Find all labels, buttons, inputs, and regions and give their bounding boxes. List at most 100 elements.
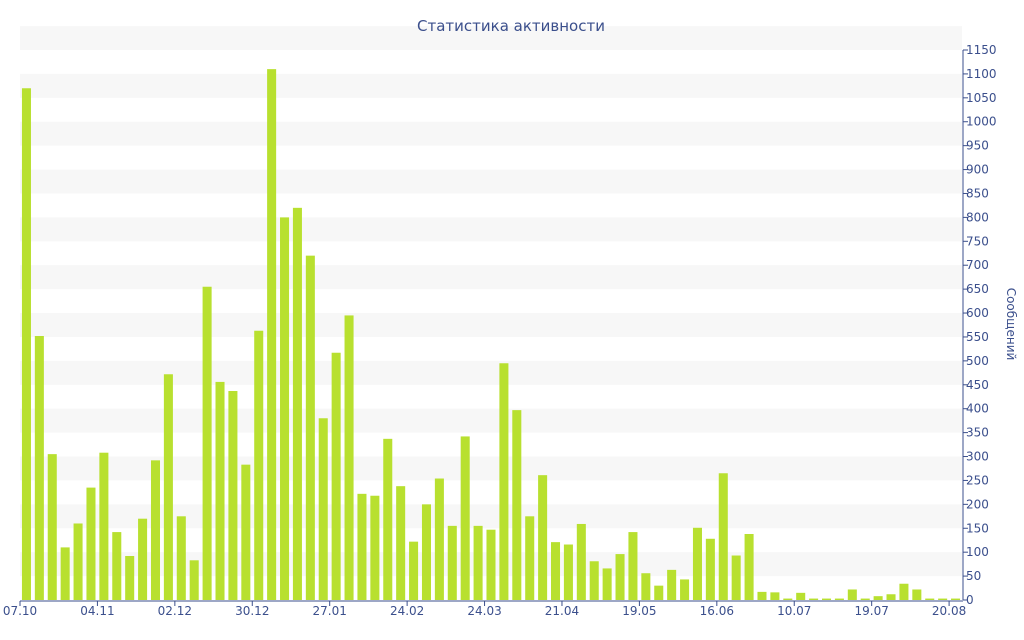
bar[interactable] (873, 596, 883, 600)
bar[interactable] (899, 583, 909, 600)
x-tick-label: 20.08 (932, 604, 966, 618)
bar[interactable] (731, 555, 741, 600)
bar[interactable] (150, 460, 161, 600)
bar[interactable] (538, 475, 548, 600)
bar[interactable] (331, 352, 341, 600)
x-tick-label: 07.10 (3, 604, 37, 618)
bar[interactable] (563, 544, 573, 600)
bar[interactable] (809, 598, 819, 600)
x-tick-label: 24.03 (467, 604, 501, 618)
bar[interactable] (189, 560, 199, 600)
y-tick-label: 250 (966, 473, 989, 487)
bar[interactable] (254, 330, 264, 600)
bar[interactable] (215, 381, 225, 600)
x-tick-label: 30.12 (235, 604, 269, 618)
bar[interactable] (576, 523, 586, 600)
y-tick-label: 200 (966, 497, 989, 511)
bar[interactable] (409, 541, 419, 600)
bar[interactable] (447, 525, 457, 600)
x-tick-label: 16.06 (700, 604, 734, 618)
y-tick-label: 1000 (966, 115, 997, 129)
bar[interactable] (602, 568, 612, 600)
grid-band (20, 313, 962, 337)
bar[interactable] (628, 532, 638, 600)
bar[interactable] (757, 591, 767, 600)
bar[interactable] (357, 493, 367, 600)
bar[interactable] (305, 255, 315, 600)
bar[interactable] (641, 573, 651, 600)
bar[interactable] (344, 315, 354, 600)
bar[interactable] (667, 569, 677, 600)
bar[interactable] (267, 69, 277, 600)
bar[interactable] (47, 454, 57, 600)
y-tick-label: 0 (966, 593, 974, 607)
bar[interactable] (551, 542, 561, 600)
bar[interactable] (925, 598, 935, 600)
bar[interactable] (654, 585, 664, 600)
y-tick-label: 800 (966, 210, 989, 224)
bar[interactable] (525, 516, 535, 600)
bar[interactable] (202, 286, 212, 600)
bar[interactable] (486, 529, 496, 600)
bar[interactable] (473, 525, 483, 600)
bar[interactable] (125, 556, 135, 600)
bar[interactable] (176, 516, 186, 600)
y-tick-label: 750 (966, 234, 989, 248)
bar[interactable] (783, 598, 793, 600)
bar[interactable] (460, 436, 470, 600)
bar[interactable] (421, 504, 431, 600)
bar[interactable] (680, 579, 690, 600)
y-axis: 0 50 100 150 200 250 300 350 400 450 500 550 600 650 7… (962, 43, 997, 607)
bar[interactable] (34, 336, 44, 600)
bar[interactable] (860, 598, 870, 600)
x-tick-label: 24.02 (390, 604, 424, 618)
bar[interactable] (512, 410, 522, 600)
grid-band (20, 121, 962, 146)
bar[interactable] (228, 391, 238, 600)
bar[interactable] (912, 589, 922, 600)
bar[interactable] (615, 554, 625, 600)
grid-bands (20, 26, 962, 577)
bar[interactable] (241, 464, 251, 600)
chart-title: Статистика активности (417, 17, 605, 35)
x-axis: 07.10 04.11 02.12 30.12 27.01 24.02 24.03 21.04… (3, 600, 966, 618)
bar[interactable] (744, 534, 754, 600)
bar[interactable] (499, 363, 509, 600)
bar[interactable] (292, 207, 302, 600)
bar[interactable] (434, 478, 444, 600)
bar[interactable] (692, 527, 702, 600)
bar[interactable] (163, 374, 173, 600)
y-tick-label: 50 (966, 569, 981, 583)
y-tick-label: 550 (966, 330, 989, 344)
bar[interactable] (99, 452, 109, 600)
bar[interactable] (370, 495, 380, 600)
bar[interactable] (383, 438, 393, 600)
bar[interactable] (834, 598, 844, 600)
bar[interactable] (138, 518, 148, 600)
bar[interactable] (86, 487, 96, 600)
bar[interactable] (951, 598, 961, 600)
bar[interactable] (73, 523, 83, 600)
bar[interactable] (718, 473, 728, 600)
grid-band (20, 26, 962, 50)
bar[interactable] (60, 547, 70, 600)
bar[interactable] (280, 217, 290, 600)
y-tick-label: 900 (966, 163, 989, 177)
y-tick-label: 100 (966, 545, 989, 559)
bar[interactable] (938, 598, 948, 600)
x-tick-label: 21.04 (545, 604, 579, 618)
bar[interactable] (705, 538, 715, 600)
bar[interactable] (112, 532, 122, 600)
bar[interactable] (318, 418, 328, 600)
bar[interactable] (589, 561, 599, 600)
bar[interactable] (886, 594, 896, 600)
bar[interactable] (796, 592, 806, 600)
bar[interactable] (847, 589, 857, 600)
bar[interactable] (770, 592, 780, 600)
x-tick-label: 02.12 (158, 604, 192, 618)
bar[interactable] (21, 88, 31, 600)
y-tick-label: 1100 (966, 67, 997, 81)
bar[interactable] (821, 598, 832, 600)
y-tick-label: 1050 (966, 91, 997, 105)
bar[interactable] (396, 486, 406, 600)
